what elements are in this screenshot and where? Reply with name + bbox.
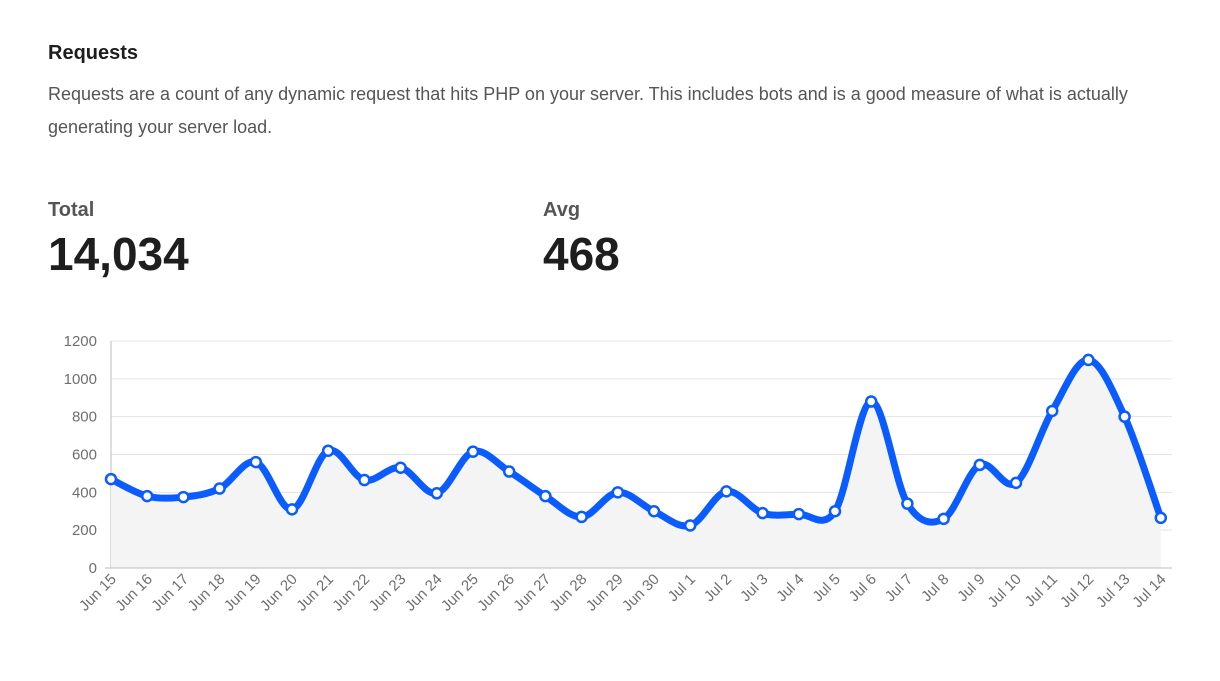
data-point[interactable] <box>213 482 226 495</box>
x-tick-label: Jul 10 <box>985 571 1025 611</box>
y-tick-label: 200 <box>72 522 97 539</box>
x-tick-label: Jun 26 <box>474 571 518 615</box>
data-point[interactable] <box>864 395 878 408</box>
data-point[interactable] <box>104 472 118 486</box>
data-point[interactable] <box>358 473 371 487</box>
data-point[interactable] <box>575 510 588 524</box>
x-tick-label: Jun 24 <box>402 571 446 615</box>
x-tick-label: Jul 1 <box>665 571 699 605</box>
x-tick-label: Jun 16 <box>112 571 156 615</box>
x-tick-label: Jul 11 <box>1021 571 1061 611</box>
y-tick-label: 1000 <box>64 371 97 388</box>
data-point[interactable] <box>430 487 444 500</box>
x-tick-label: Jul 7 <box>882 571 916 605</box>
series-area <box>111 359 1161 568</box>
x-tick-label: Jul 14 <box>1129 571 1169 611</box>
data-point[interactable] <box>937 512 950 526</box>
data-point[interactable] <box>249 455 263 469</box>
data-point[interactable] <box>1009 476 1023 490</box>
x-tick-label: Jun 19 <box>221 571 265 615</box>
y-tick-label: 1200 <box>64 333 97 350</box>
x-tick-label: Jul 2 <box>701 571 735 605</box>
x-tick-label: Jun 28 <box>547 571 591 615</box>
data-point[interactable] <box>177 490 190 504</box>
data-point[interactable] <box>1045 404 1059 418</box>
x-tick-label: Jul 12 <box>1057 571 1097 611</box>
data-point[interactable] <box>901 497 914 510</box>
avg-label: Avg <box>543 199 581 221</box>
data-point[interactable] <box>321 444 335 457</box>
x-tick-label: Jul 9 <box>954 571 988 605</box>
y-tick-label: 800 <box>72 409 97 426</box>
x-tick-label: Jun 25 <box>438 571 482 615</box>
data-point[interactable] <box>466 445 480 458</box>
data-point[interactable] <box>1154 511 1168 525</box>
x-tick-label: Jun 30 <box>619 571 663 615</box>
x-tick-label: Jun 23 <box>366 571 410 615</box>
x-tick-label: Jul 3 <box>737 571 771 605</box>
data-point[interactable] <box>720 485 733 498</box>
x-tick-label: Jun 21 <box>293 571 337 615</box>
section-title: Requests <box>48 42 139 64</box>
data-point[interactable] <box>285 503 299 516</box>
x-tick-label: Jul 5 <box>809 571 843 605</box>
x-tick-label: Jun 27 <box>510 571 554 615</box>
data-point[interactable] <box>828 505 842 518</box>
x-tick-label: Jun 15 <box>76 571 120 615</box>
x-tick-label: Jun 18 <box>185 571 229 615</box>
total-stat: Total 14,034 <box>48 198 189 282</box>
data-point[interactable] <box>973 458 987 472</box>
x-tick-label: Jun 22 <box>329 571 373 615</box>
y-tick-label: 0 <box>89 560 97 577</box>
y-tick-label: 400 <box>72 484 97 501</box>
data-point[interactable] <box>756 506 769 520</box>
x-tick-label: Jun 17 <box>148 571 192 615</box>
data-point[interactable] <box>140 489 154 503</box>
x-tick-label: Jun 20 <box>257 571 301 615</box>
data-point[interactable] <box>1082 353 1095 367</box>
section-description: Requests are a count of any dynamic requ… <box>48 84 1128 137</box>
total-value: 14,034 <box>48 228 189 280</box>
data-point[interactable] <box>539 489 552 503</box>
x-tick-label: Jul 8 <box>918 571 952 605</box>
data-point[interactable] <box>647 505 661 518</box>
total-label: Total <box>48 199 95 221</box>
x-tick-label: Jul 6 <box>846 571 880 605</box>
data-point[interactable] <box>611 486 625 499</box>
data-point[interactable] <box>1118 410 1131 423</box>
x-tick-label: Jul 4 <box>773 571 807 605</box>
avg-value: 468 <box>543 228 620 280</box>
avg-stat: Avg 468 <box>543 198 620 282</box>
data-point[interactable] <box>792 507 806 521</box>
x-tick-label: Jul 13 <box>1093 571 1133 611</box>
data-point[interactable] <box>502 465 516 478</box>
y-tick-label: 600 <box>72 447 97 464</box>
x-tick-label: Jun 29 <box>583 571 627 615</box>
data-point[interactable] <box>683 519 697 532</box>
data-point[interactable] <box>394 461 407 474</box>
